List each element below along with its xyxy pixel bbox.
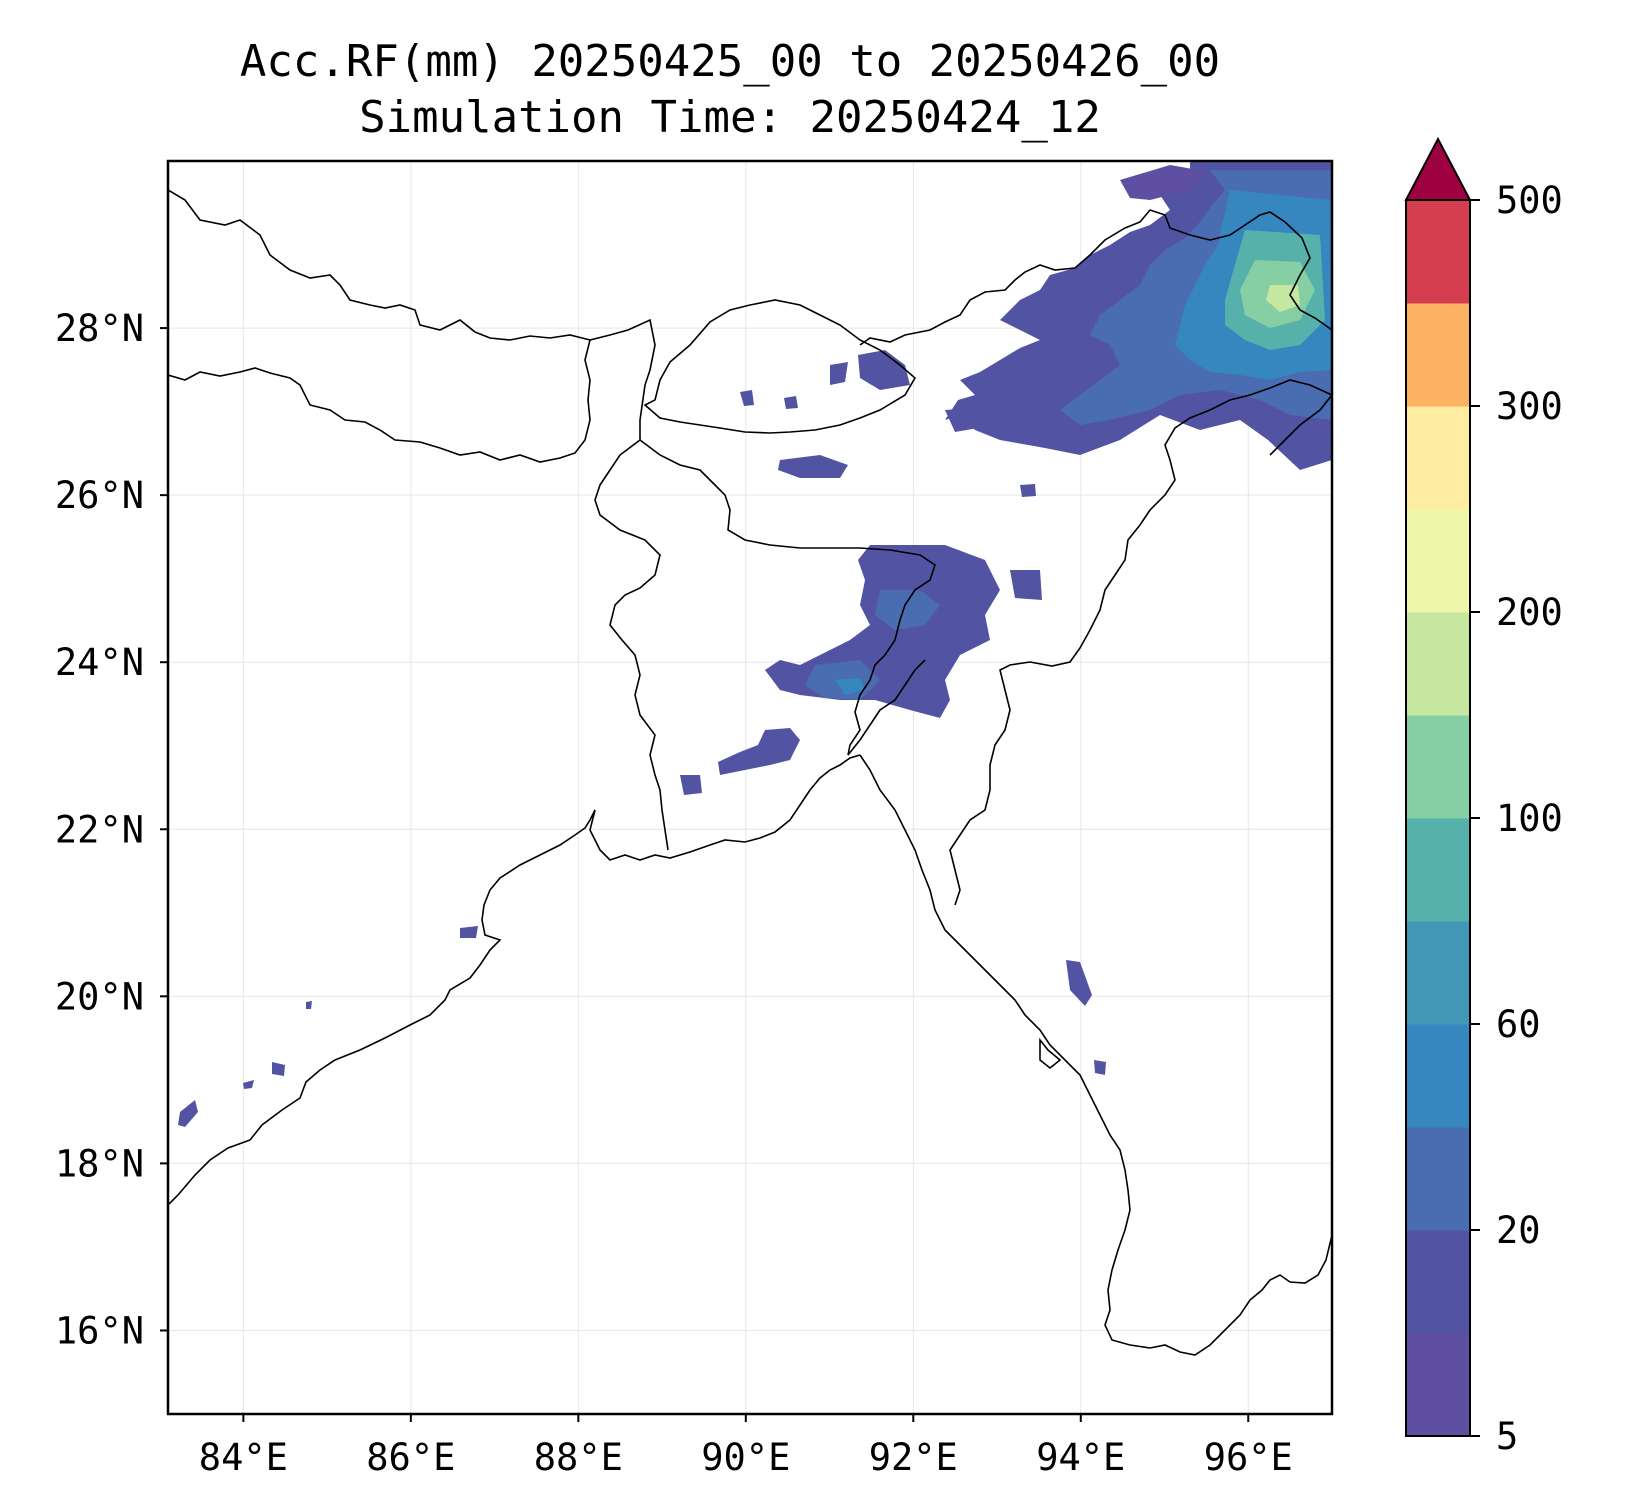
border-india-myanmar: [859, 209, 1332, 346]
island-coast: [1039, 1037, 1062, 1070]
colorbar-segment: [1406, 406, 1470, 510]
rain-patch: [178, 1100, 198, 1127]
lat-tick-label: 26°N: [55, 474, 144, 517]
map-frame: [166, 159, 1334, 1416]
colorbar-tick-label: 20: [1496, 1209, 1541, 1252]
rainfall-layer: [178, 162, 1332, 1127]
border-bangladesh-north: [639, 439, 936, 756]
colorbar-tick-label: 200: [1496, 591, 1563, 634]
colorbar-segment: [1406, 1024, 1470, 1128]
rain-patch: [1020, 484, 1036, 497]
lat-tick-label: 28°N: [55, 307, 144, 350]
rain-region-coast-specks: [178, 926, 1106, 1127]
lat-tick-label: 20°N: [55, 975, 144, 1018]
border-bhutan: [643, 299, 917, 434]
rain-patch: [1066, 960, 1092, 1006]
border-tripura: [847, 659, 926, 756]
colorbar-segment: [1406, 1127, 1470, 1231]
rain-patch: [778, 455, 848, 478]
borders-layer: [168, 189, 1332, 1356]
rain-patch: [243, 1080, 254, 1089]
rain-patch: [1094, 1060, 1106, 1075]
colorbar-tick-label: 60: [1496, 1003, 1541, 1046]
rain-patch: [460, 926, 478, 938]
map-title-line2: Simulation Time: 20250424_12: [359, 92, 1101, 143]
border-arunachal-south: [949, 379, 1332, 906]
coastline-west-bay: [168, 809, 596, 1206]
lon-tick-label: 96°E: [1204, 1436, 1293, 1479]
rain-patch: [830, 362, 848, 385]
colorbar-tick-label: 500: [1496, 179, 1563, 222]
colorbar-segment: [1406, 1230, 1470, 1334]
rain-region-bangladesh-south: [680, 728, 800, 795]
colorbar: 5 20 60 100 200 300 500: [1404, 136, 1563, 1458]
rain-patch: [306, 1001, 312, 1009]
lon-tick-label: 90°E: [701, 1436, 790, 1479]
colorbar-segment: [1406, 612, 1470, 716]
lon-tick-label: 92°E: [869, 1436, 958, 1479]
colorbar-segment: [1406, 818, 1470, 922]
rain-patch: [945, 408, 978, 432]
rain-patch: [784, 396, 798, 409]
lat-tick-label: 24°N: [55, 641, 144, 684]
border-india-bangladesh: [589, 318, 669, 851]
rain-patch: [272, 1062, 285, 1076]
lon-tick-label: 86°E: [366, 1436, 455, 1479]
lat-tick-label: 22°N: [55, 808, 144, 851]
colorbar-segment: [1406, 715, 1470, 819]
coastline-sundarbans: [589, 754, 861, 861]
map-title-line1: Acc.RF(mm) 20250425_00 to 20250426_00: [239, 36, 1221, 87]
border-nepal-north: [168, 189, 591, 341]
lon-tick-label: 88°E: [534, 1436, 623, 1479]
colorbar-segment: [1406, 303, 1470, 407]
colorbar-segment: [1406, 509, 1470, 613]
colorbar-segment: [1406, 1333, 1470, 1437]
longitude-ticks: 84°E 86°E 88°E 90°E 92°E 94°E 96°E: [199, 1414, 1293, 1479]
rain-patch: [740, 390, 754, 406]
lat-tick-label: 18°N: [55, 1142, 144, 1185]
rain-patch: [835, 678, 865, 695]
rain-patch: [718, 728, 800, 775]
colorbar-tick-label: 5: [1496, 1415, 1518, 1458]
colorbar-tick-label: 300: [1496, 385, 1563, 428]
lat-tick-label: 16°N: [55, 1309, 144, 1352]
rain-patch: [1010, 570, 1042, 600]
rain-region-northeast: [945, 162, 1332, 470]
rain-patch: [858, 350, 910, 390]
lon-tick-label: 94°E: [1036, 1436, 1125, 1479]
rain-region-valley: [740, 350, 1036, 497]
colorbar-extend-triangle: [1404, 136, 1472, 201]
rain-patch: [765, 545, 1000, 718]
colorbar-tick-label: 100: [1496, 797, 1563, 840]
border-myanmar-east: [1269, 394, 1332, 456]
rain-region-meghalaya: [765, 545, 1042, 718]
lon-tick-label: 84°E: [199, 1436, 288, 1479]
border-nepal-south: [168, 339, 591, 463]
colorbar-segment: [1406, 921, 1470, 1025]
rain-patch: [875, 590, 940, 630]
rain-patch: [680, 775, 702, 795]
rain-patch: [1120, 165, 1210, 200]
latitude-ticks: 16°N 18°N 20°N 22°N 24°N 26°N 28°N: [55, 307, 168, 1352]
colorbar-segment: [1406, 200, 1470, 304]
coastline-myanmar: [859, 754, 1332, 1356]
